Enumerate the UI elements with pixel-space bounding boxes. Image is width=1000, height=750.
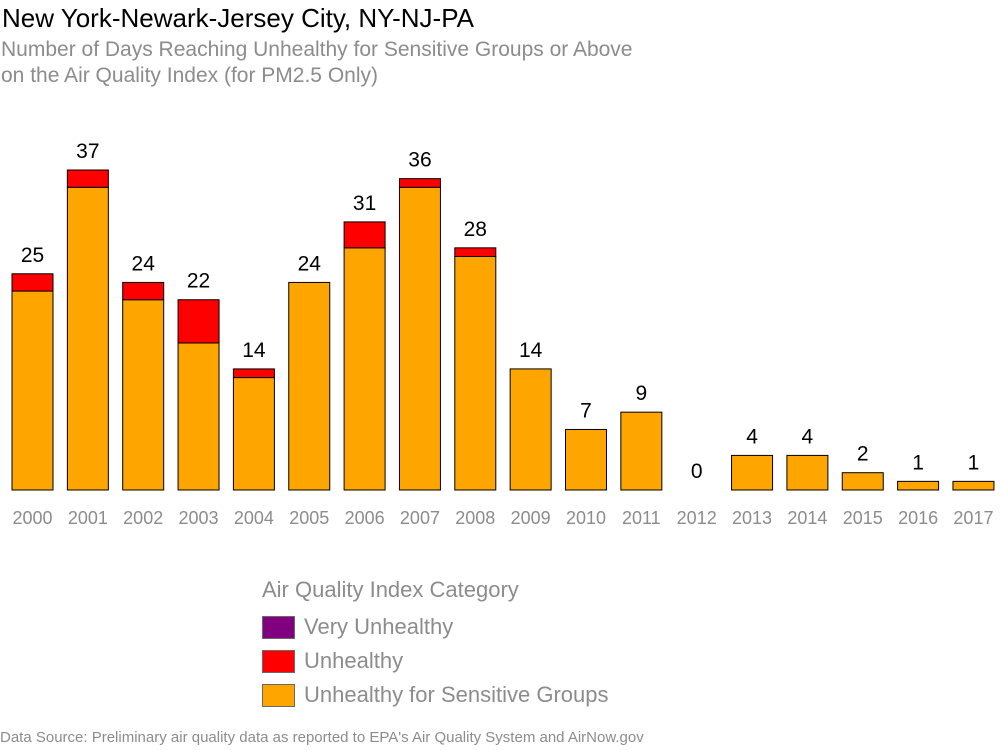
x-tick-label-2015: 2015	[843, 508, 883, 528]
bar-2006-unhealthy-for-sensitive-groups	[343, 247, 386, 491]
value-label-2005: 24	[298, 252, 322, 275]
x-tick-label-2002: 2002	[123, 508, 163, 528]
x-tick-label-2005: 2005	[289, 508, 329, 528]
x-tick-label-2012: 2012	[677, 508, 717, 528]
legend-swatch-unhealthy-sensitive	[262, 683, 295, 707]
x-tick-label-2008: 2008	[455, 508, 495, 528]
bar-2002-unhealthy	[122, 281, 165, 301]
bar-2009-unhealthy-for-sensitive-groups	[509, 368, 552, 491]
x-tick-label-2003: 2003	[179, 508, 219, 528]
bar-2005-unhealthy-for-sensitive-groups	[288, 281, 331, 491]
value-label-2003: 22	[187, 270, 210, 293]
bar-2011-unhealthy-for-sensitive-groups	[620, 411, 663, 491]
legend-swatch-unhealthy	[262, 649, 295, 673]
bar-2015-unhealthy-for-sensitive-groups	[841, 472, 884, 491]
bar-2003-unhealthy-for-sensitive-groups	[177, 342, 220, 491]
bar-2003-unhealthy	[177, 299, 220, 344]
legend-label-unhealthy-sensitive: Unhealthy for Sensitive Groups	[304, 682, 609, 707]
bar-2014-unhealthy-for-sensitive-groups	[786, 454, 829, 491]
value-label-2004: 14	[242, 339, 266, 362]
x-tick-label-2016: 2016	[898, 508, 938, 528]
value-label-2016: 1	[912, 451, 924, 474]
value-label-2000: 25	[21, 244, 44, 267]
value-label-2007: 36	[408, 149, 431, 172]
bar-2010-unhealthy-for-sensitive-groups	[565, 428, 607, 491]
bar-2006-unhealthy	[343, 221, 386, 249]
legend-title: Air Quality Index Category	[262, 577, 519, 602]
legend-item-very-unhealthy: Very Unhealthy	[262, 610, 609, 644]
value-label-2010: 7	[580, 399, 592, 422]
bar-2004-unhealthy	[232, 368, 275, 379]
legend-label-unhealthy: Unhealthy	[304, 648, 404, 673]
bar-2008-unhealthy-for-sensitive-groups	[454, 255, 497, 491]
bar-2002-unhealthy-for-sensitive-groups	[122, 299, 165, 491]
data-source-note: Data Source: Preliminary air quality dat…	[0, 729, 644, 746]
x-tick-label-2011: 2011	[622, 508, 661, 528]
chart-subtitle: Number of Days Reaching Unhealthy for Se…	[1, 37, 633, 89]
legend-swatch-very-unhealthy	[262, 615, 295, 639]
bar-2007-unhealthy	[398, 178, 441, 188]
x-tick-label-2004: 2004	[234, 508, 274, 528]
bar-2004-unhealthy-for-sensitive-groups	[232, 377, 275, 491]
bar-2017-unhealthy-for-sensitive-groups	[952, 480, 995, 491]
subtitle-line-2: on the Air Quality Index (for PM2.5 Only…	[1, 64, 378, 87]
x-tick-label-2010: 2010	[566, 508, 606, 528]
bar-chart: 2520003720012420022220031420042420053120…	[11, 140, 995, 528]
x-tick-label-2007: 2007	[400, 508, 440, 528]
value-label-2001: 37	[76, 140, 99, 163]
x-tick-label-2009: 2009	[511, 508, 551, 528]
legend-label-very-unhealthy: Very Unhealthy	[304, 614, 454, 639]
bar-2000-unhealthy	[11, 273, 54, 292]
bar-2013-unhealthy-for-sensitive-groups	[731, 454, 774, 491]
x-tick-label-2000: 2000	[12, 508, 52, 528]
value-label-2006: 31	[353, 192, 376, 215]
value-label-2014: 4	[802, 425, 814, 448]
value-label-2002: 24	[132, 252, 156, 275]
value-label-2012: 0	[691, 460, 703, 483]
value-label-2015: 2	[857, 443, 869, 466]
subtitle-line-1: Number of Days Reaching Unhealthy for Se…	[1, 38, 633, 61]
value-label-2017: 1	[968, 451, 980, 474]
x-tick-label-2001: 2001	[68, 508, 108, 528]
value-label-2013: 4	[746, 425, 758, 448]
x-tick-label-2006: 2006	[345, 508, 385, 528]
x-tick-label-2017: 2017	[953, 508, 993, 528]
bar-2016-unhealthy-for-sensitive-groups	[897, 480, 940, 491]
bar-2007-unhealthy-for-sensitive-groups	[398, 186, 441, 491]
value-label-2009: 14	[519, 339, 543, 362]
bar-2001-unhealthy-for-sensitive-groups	[66, 186, 109, 491]
value-label-2008: 28	[464, 218, 487, 241]
legend: Air Quality Index Category Very Unhealth…	[262, 577, 609, 712]
x-tick-label-2014: 2014	[787, 508, 827, 528]
bar-2008-unhealthy	[454, 247, 497, 257]
bar-2000-unhealthy-for-sensitive-groups	[11, 290, 54, 491]
bar-2001-unhealthy	[66, 169, 109, 188]
chart-title: New York-Newark-Jersey City, NY-NJ-PA	[2, 3, 474, 33]
legend-item-unhealthy: Unhealthy	[262, 644, 609, 678]
legend-item-unhealthy-sensitive: Unhealthy for Sensitive Groups	[262, 678, 609, 712]
x-tick-label-2013: 2013	[732, 508, 772, 528]
value-label-2011: 9	[636, 382, 648, 405]
